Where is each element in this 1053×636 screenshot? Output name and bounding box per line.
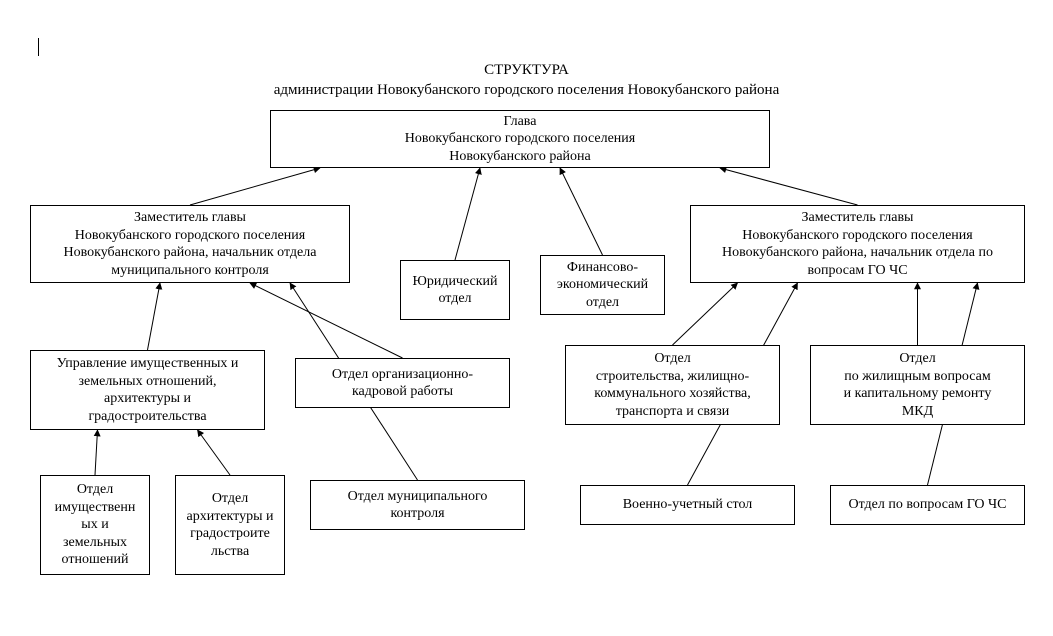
node-text-line: Новокубанского района <box>277 148 763 166</box>
node-text-line: транспорта и связи <box>572 403 773 421</box>
edge <box>455 168 480 260</box>
node-text-line: земельных отношений, <box>37 373 258 391</box>
node-text-line: Финансово- <box>547 259 658 277</box>
node-architecture-dept: Отделархитектуры иградостроительства <box>175 475 285 575</box>
edge <box>720 168 858 205</box>
node-military-desk: Военно-учетный стол <box>580 485 795 525</box>
node-text-line: муниципального контроля <box>37 262 343 280</box>
node-text-line: Новокубанского района, начальник отдела … <box>697 244 1018 262</box>
node-deputy-left: Заместитель главыНовокубанского городско… <box>30 205 350 283</box>
node-text-line: экономический <box>547 276 658 294</box>
node-finance-dept: Финансово-экономическийотдел <box>540 255 665 315</box>
node-text-line: льства <box>182 543 278 561</box>
node-text-line: по жилищным вопросам <box>817 368 1018 386</box>
edge <box>148 283 161 350</box>
node-property-dept: Отделимущественных иземельныхотношений <box>40 475 150 575</box>
edge <box>198 430 231 475</box>
node-property-mgmt: Управление имущественных иземельных отно… <box>30 350 265 430</box>
node-text-line: Юридический <box>407 273 503 291</box>
node-text-line: вопросам ГО ЧС <box>697 262 1018 280</box>
node-text-line: земельных <box>47 534 143 552</box>
node-text-line: Новокубанского района, начальник отдела <box>37 244 343 262</box>
node-text-line: Новокубанского городского поселения <box>277 130 763 148</box>
node-text-line: контроля <box>317 505 518 523</box>
node-text-line: отдел <box>547 294 658 312</box>
node-text-line: Глава <box>277 113 763 131</box>
org-chart-canvas: СТРУКТУРА администрации Новокубанского г… <box>0 0 1053 636</box>
node-head: ГлаваНовокубанского городского поселения… <box>270 110 770 168</box>
node-text-line: архитектуры и <box>37 390 258 408</box>
node-text-line: Отдел организационно- <box>302 366 503 384</box>
node-text-line: Отдел муниципального <box>317 488 518 506</box>
node-text-line: градостроительства <box>37 408 258 426</box>
node-text-line: ых и <box>47 516 143 534</box>
node-text-line: Заместитель главы <box>37 209 343 227</box>
node-housing-dept: Отделпо жилищным вопросами капитальному … <box>810 345 1025 425</box>
node-deputy-right: Заместитель главыНовокубанского городско… <box>690 205 1025 283</box>
node-text-line: Отдел по вопросам ГО ЧС <box>837 496 1018 514</box>
edge <box>95 430 98 475</box>
node-text-line: Военно-учетный стол <box>587 496 788 514</box>
node-text-line: Заместитель главы <box>697 209 1018 227</box>
node-text-line: и капитальному ремонту <box>817 385 1018 403</box>
node-text-line: архитектуры и <box>182 508 278 526</box>
node-text-line: имущественн <box>47 499 143 517</box>
node-text-line: отдел <box>407 290 503 308</box>
node-text-line: Управление имущественных и <box>37 355 258 373</box>
chart-title-line-1: СТРУКТУРА <box>0 62 1053 79</box>
node-go-chs-dept: Отдел по вопросам ГО ЧС <box>830 485 1025 525</box>
node-construction-dept: Отделстроительства, жилищно-коммунальног… <box>565 345 780 425</box>
node-text-line: Отдел <box>572 350 773 368</box>
edge <box>673 283 738 345</box>
node-text-line: МКД <box>817 403 1018 421</box>
edge <box>190 168 320 205</box>
node-legal-dept: Юридическийотдел <box>400 260 510 320</box>
chart-title-line-2: администрации Новокубанского городского … <box>0 82 1053 99</box>
node-text-line: Отдел <box>47 481 143 499</box>
node-text-line: Новокубанского городского поселения <box>697 227 1018 245</box>
node-text-line: строительства, жилищно- <box>572 368 773 386</box>
node-text-line: кадровой работы <box>302 383 503 401</box>
node-text-line: Отдел <box>182 490 278 508</box>
node-municipal-control: Отдел муниципальногоконтроля <box>310 480 525 530</box>
node-text-line: градостроите <box>182 525 278 543</box>
edge <box>560 168 603 255</box>
node-text-line: Отдел <box>817 350 1018 368</box>
node-org-hr-dept: Отдел организационно-кадровой работы <box>295 358 510 408</box>
node-text-line: коммунального хозяйства, <box>572 385 773 403</box>
node-text-line: Новокубанского городского поселения <box>37 227 343 245</box>
node-text-line: отношений <box>47 551 143 569</box>
edge <box>250 283 403 358</box>
text-cursor <box>38 38 39 56</box>
